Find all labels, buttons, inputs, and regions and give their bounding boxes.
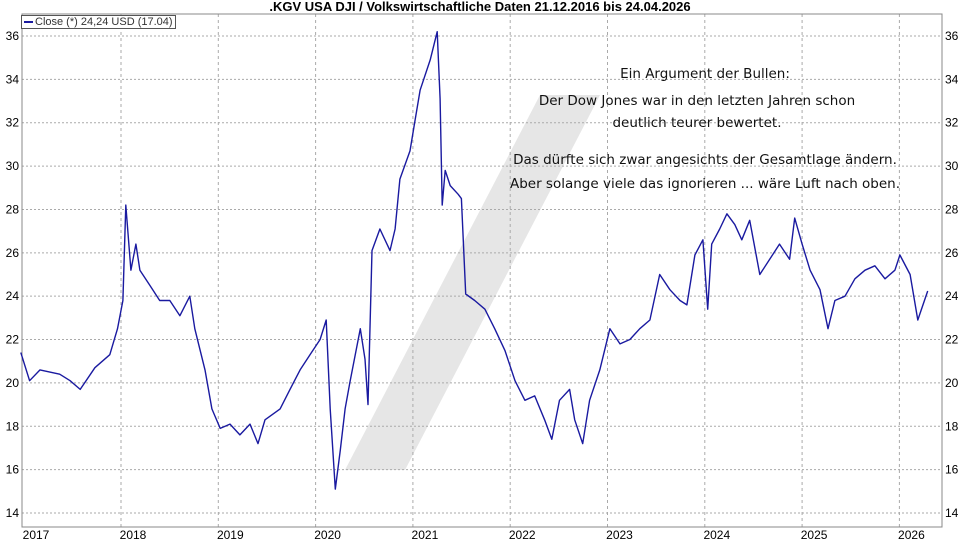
x-tick-label: 2019 <box>217 528 244 540</box>
legend-swatch <box>24 21 33 24</box>
y-tick-label-right: 26 <box>945 246 959 260</box>
y-tick-label-left: 32 <box>6 116 20 130</box>
x-tick-label: 2020 <box>314 528 341 540</box>
x-tick-label: 2021 <box>412 528 439 540</box>
x-tick-label: 2026 <box>898 528 925 540</box>
y-tick-label-right: 28 <box>945 202 959 216</box>
annotation-line-4: Das dürfte sich zwar angesichts der Gesa… <box>513 152 897 168</box>
annotation-line-1: Ein Argument der Bullen: <box>620 66 790 82</box>
x-tick-label: 2025 <box>801 528 828 540</box>
legend: Close (*) 24,24 USD (17.04) <box>21 15 176 29</box>
y-tick-label-right: 14 <box>945 506 959 520</box>
y-tick-label-right: 20 <box>945 376 959 390</box>
y-tick-label-right: 32 <box>945 116 959 130</box>
y-tick-label-left: 14 <box>6 506 20 520</box>
y-tick-label-right: 18 <box>945 419 959 433</box>
grid <box>22 14 942 527</box>
watermark-logo <box>345 95 600 470</box>
x-tick-label: 2018 <box>120 528 147 540</box>
y-tick-label-left: 30 <box>6 159 20 173</box>
y-tick-label-left: 20 <box>6 376 20 390</box>
annotation-line-5: Aber solange viele das ignorieren ... wä… <box>510 176 900 192</box>
y-tick-label-right: 22 <box>945 333 959 347</box>
y-tick-label-left: 22 <box>6 333 20 347</box>
x-tick-label: 2024 <box>703 528 730 540</box>
y-tick-label-left: 16 <box>6 463 20 477</box>
chart-title: .KGV USA DJI / Volkswirtschaftliche Date… <box>269 0 691 14</box>
annotation-text: Ein Argument der Bullen: Der Dow Jones w… <box>510 66 900 192</box>
y-tick-label-right: 34 <box>945 72 959 86</box>
legend-label: Close (*) 24,24 USD (17.04) <box>35 16 173 28</box>
x-tick-label: 2017 <box>23 528 50 540</box>
y-tick-label-left: 28 <box>6 202 20 216</box>
y-tick-label-left: 26 <box>6 246 20 260</box>
y-tick-label-left: 24 <box>6 289 20 303</box>
y-tick-label-right: 16 <box>945 463 959 477</box>
x-tick-label: 2023 <box>606 528 633 540</box>
y-tick-label-right: 36 <box>945 29 959 43</box>
x-tick-label: 2022 <box>509 528 536 540</box>
annotation-line-3: deutlich teurer bewertet. <box>612 115 781 131</box>
y-tick-label-right: 24 <box>945 289 959 303</box>
y-tick-label-left: 36 <box>6 29 20 43</box>
y-tick-label-right: 30 <box>945 159 959 173</box>
annotation-line-2: Der Dow Jones war in den letzten Jahren … <box>539 93 855 109</box>
y-tick-label-left: 34 <box>6 72 20 86</box>
y-tick-label-left: 18 <box>6 419 20 433</box>
plot-frame <box>21 13 943 528</box>
series-line-close <box>20 31 929 490</box>
